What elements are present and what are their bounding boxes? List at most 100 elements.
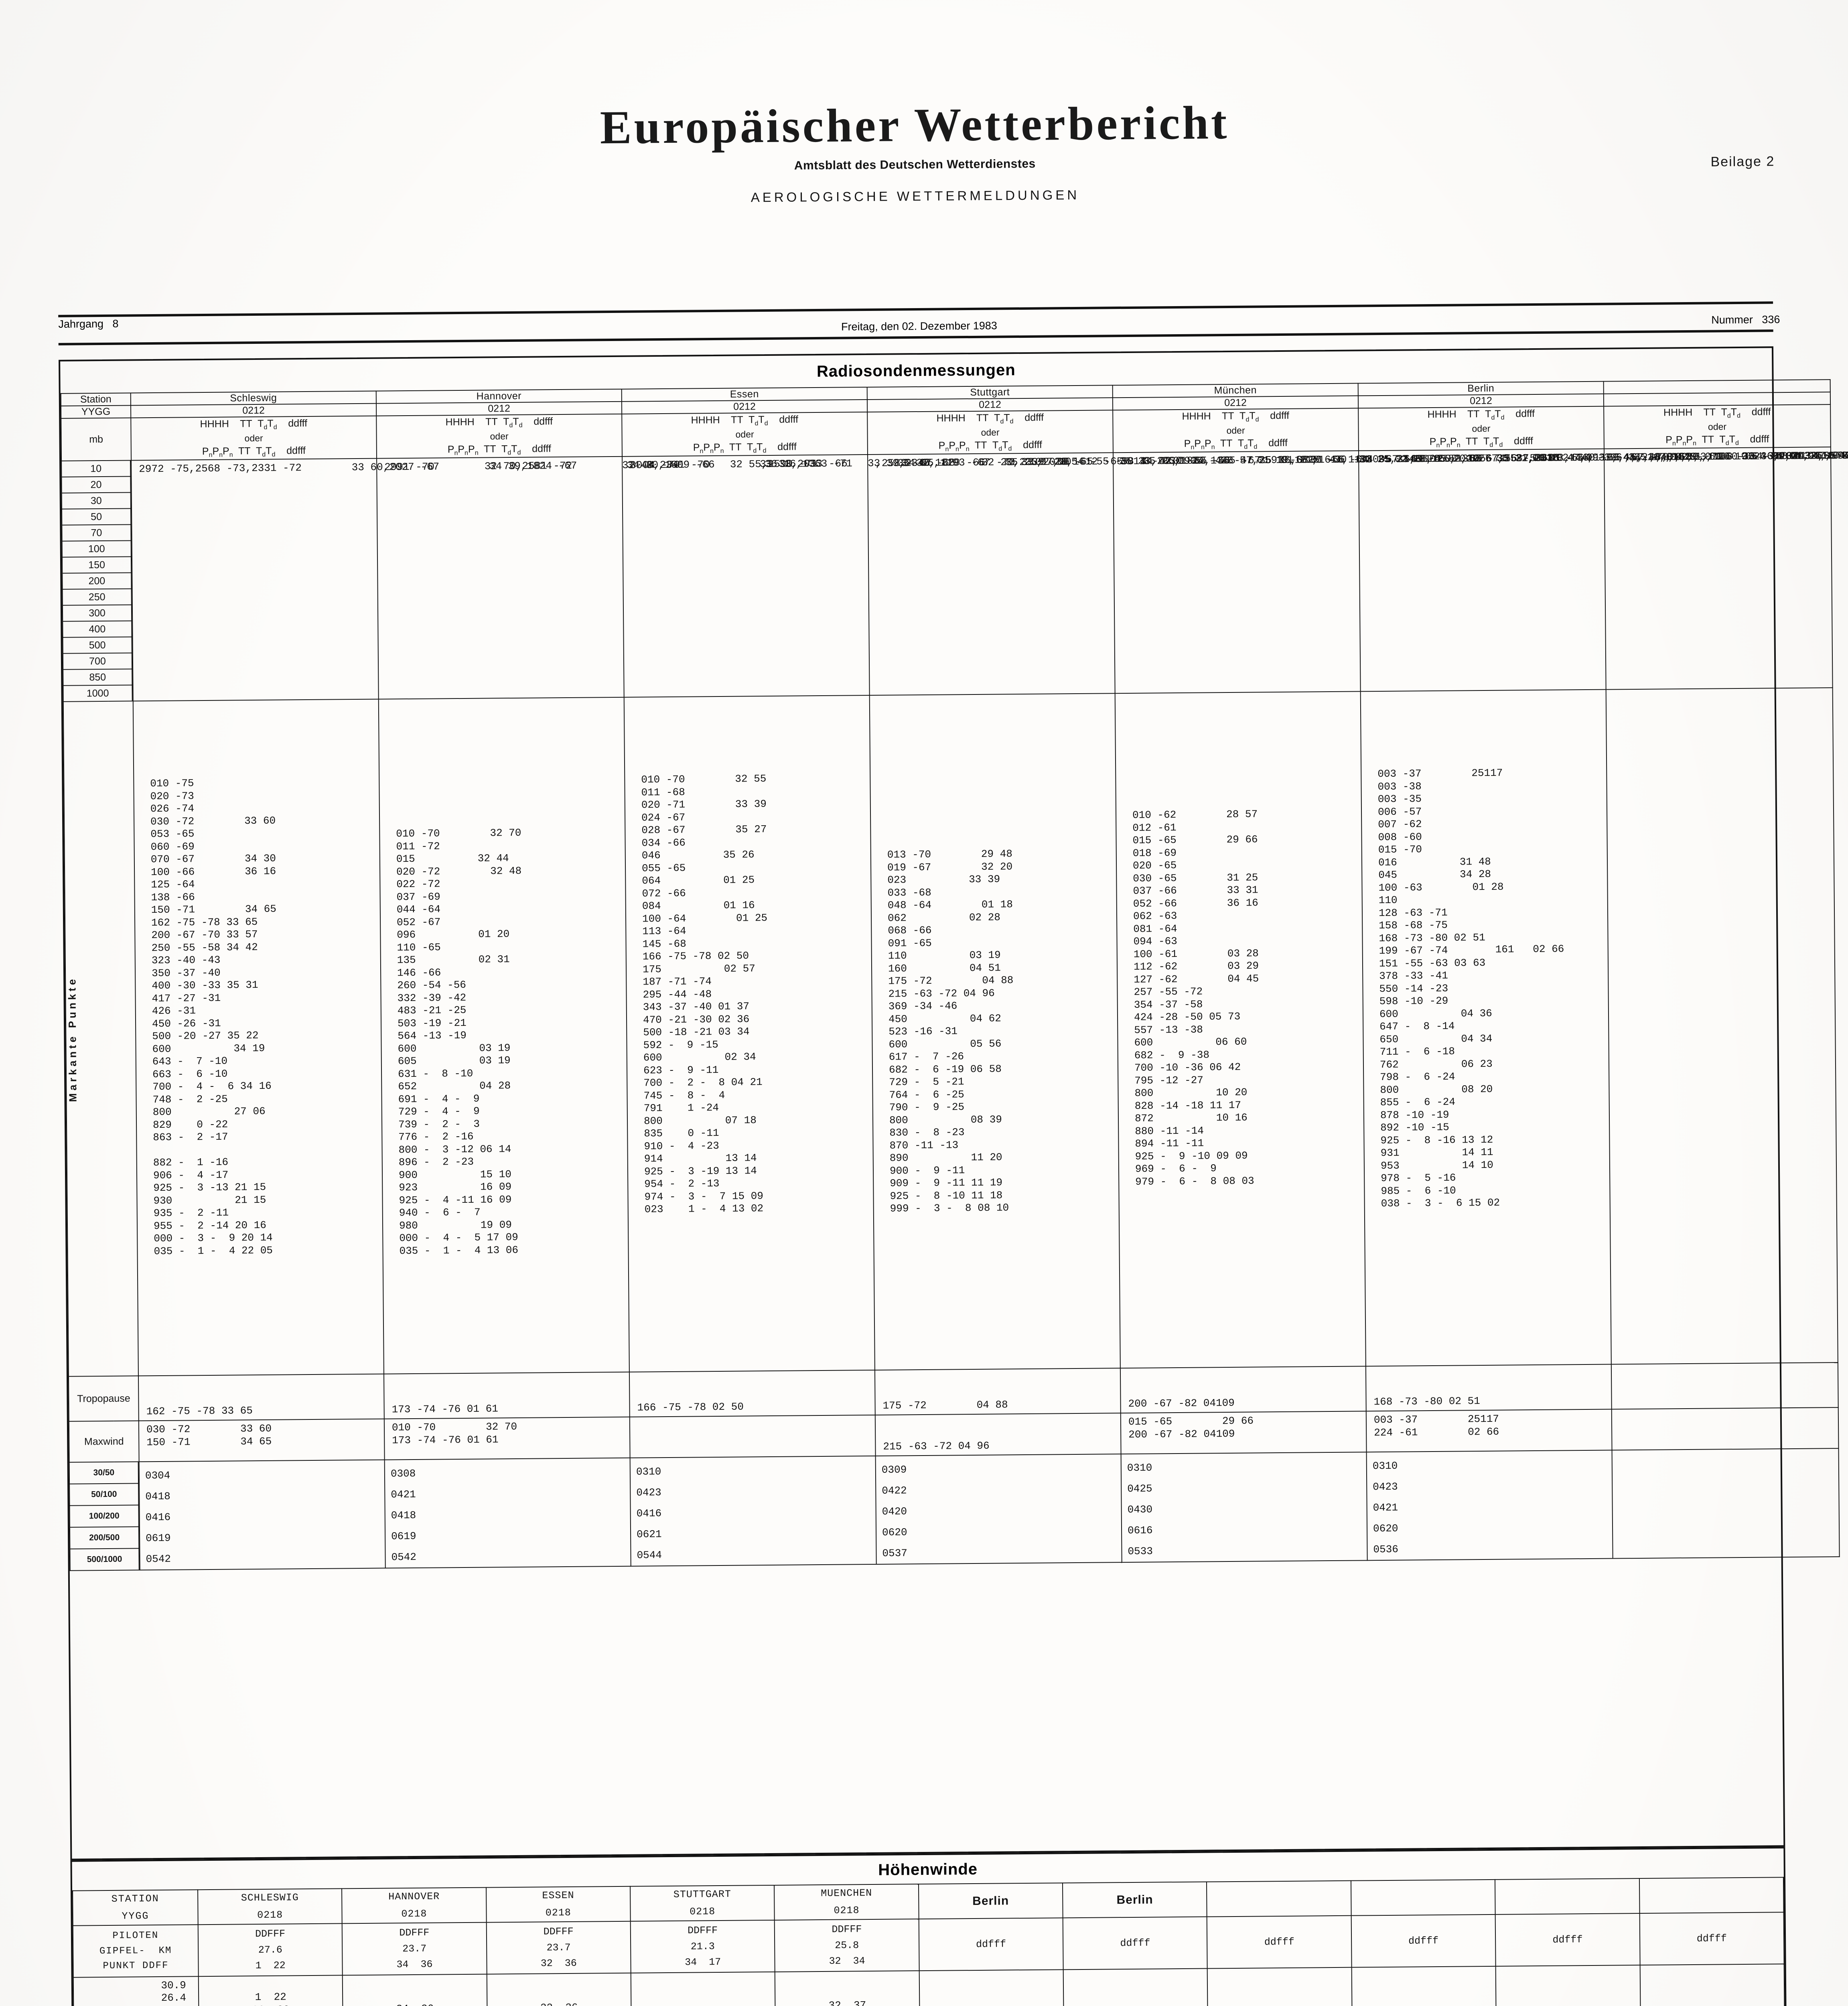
mb-level: 400 bbox=[63, 621, 132, 638]
hhhh-label: HHHH bbox=[691, 414, 720, 426]
ddfff-label-2: ddfff bbox=[1513, 435, 1533, 447]
layer-value: 0423 bbox=[636, 1486, 661, 1499]
hw-station-name: MUENCHEN bbox=[821, 1887, 872, 1900]
maxwind-muenchen: 015 -65 29 66 200 -67 -82 04109 bbox=[1128, 1415, 1254, 1441]
wind: 36 20 bbox=[252, 2004, 290, 2006]
ddfff-label-2: ddfff bbox=[286, 445, 306, 457]
mb-level: 1000 bbox=[63, 685, 132, 702]
station-header-essen: Essen bbox=[621, 387, 867, 402]
hw-gipfel-schleswig: DDFFF 27.6 1 22 bbox=[198, 1923, 343, 1976]
wind: 1 22 bbox=[255, 1991, 286, 2004]
station-header-stuttgart: Stuttgart bbox=[867, 385, 1113, 400]
hw-gipfel-blank-3: ddfff bbox=[1495, 1913, 1640, 1966]
layer-value: 0422 bbox=[882, 1484, 907, 1497]
station-row-label: Station bbox=[61, 393, 131, 406]
ddfff-label: ddfff bbox=[1515, 408, 1535, 420]
gipfel-ddff: 32 34 bbox=[829, 1955, 865, 1967]
layer-value: 0542 bbox=[146, 1553, 171, 1565]
tdtd-label: TdTd bbox=[994, 412, 1014, 425]
layer-value: 0536 bbox=[1373, 1543, 1399, 1556]
markante-berlin-extra: 161 02 66 bbox=[1495, 943, 1564, 956]
ddfff-label-2: ddfff bbox=[532, 443, 552, 455]
radiosonde-table: Station Schleswig Hannover Essen Stuttga… bbox=[61, 379, 1848, 1571]
table-row: 200 bbox=[63, 573, 132, 590]
hw-winds-blank-4 bbox=[1351, 1966, 1498, 2006]
pn-label: PnPnPn bbox=[1665, 434, 1697, 447]
gipfel-km: 23.7 bbox=[402, 1943, 427, 1955]
number-value: 336 bbox=[1762, 313, 1780, 326]
hw-station-time: 0218 bbox=[834, 1904, 860, 1917]
hw-station-berlin-2: Berlin bbox=[1063, 1882, 1207, 1918]
mb-level: 850 bbox=[63, 669, 132, 686]
oder-label: oder bbox=[1472, 423, 1491, 434]
layer-value: 0544 bbox=[637, 1549, 662, 1561]
ddfff-label: ddfff bbox=[1270, 410, 1290, 422]
station-header-berlin: Berlin bbox=[1358, 381, 1604, 396]
layer-value: 0421 bbox=[391, 1488, 416, 1501]
pn-label: PnPnPn bbox=[1429, 436, 1461, 449]
tt-label-2: TT bbox=[483, 443, 496, 455]
tt-label-2: TT bbox=[729, 441, 742, 453]
hw-station-schleswig: SCHLESWIG 0218 bbox=[197, 1888, 343, 1925]
table-row: 70 bbox=[62, 524, 131, 542]
colhdr-stuttgart: HHHH TT TdTd ddfff oder PnPnPn TT TdTd d… bbox=[867, 410, 1113, 455]
gipfel-km: 21.3 bbox=[690, 1940, 715, 1953]
hw-station-blank-2 bbox=[1351, 1879, 1495, 1916]
tdtd-label-2: TdTd bbox=[501, 443, 521, 456]
gipfel-line: GIPFEL- KM bbox=[73, 1943, 198, 1959]
hoehenwinde-table: STATION YYGG SCHLESWIG 0218 HANNOVER 0218 … bbox=[72, 1877, 1787, 2006]
page-title: Europäischer Wetterbericht bbox=[600, 96, 1229, 154]
altitude: 23.7 bbox=[161, 2004, 187, 2006]
tdtd-label-2: TdTd bbox=[992, 439, 1012, 453]
hw-station-name: STUTTGART bbox=[673, 1888, 731, 1900]
station-header-blank bbox=[1603, 380, 1830, 394]
mb-level: 100 bbox=[62, 540, 131, 558]
tdtd-label-2: TdTd bbox=[1237, 437, 1258, 451]
layer-value: 0430 bbox=[1127, 1503, 1153, 1516]
punkt-label: PUNKT bbox=[103, 1960, 136, 1971]
layers-muenchen: 0310 0425 0430 0616 0533 bbox=[1122, 1453, 1367, 1562]
markante-schleswig: 010 -75 020 -73 026 -74 030 -72 33 60 05… bbox=[150, 777, 277, 1257]
maxwind-stuttgart: 215 -63 -72 04 96 bbox=[883, 1440, 990, 1453]
layer-label: 200/500 bbox=[70, 1527, 139, 1549]
layer-labels: 30/50 50/100 100/200 200/500 500/1000 bbox=[69, 1462, 140, 1571]
hw-station-name bbox=[1207, 1898, 1351, 1899]
yygg-stuttgart: 0212 bbox=[867, 398, 1113, 412]
masthead: Europäischer Wetterbericht Amtsblatt des… bbox=[0, 93, 1839, 211]
unit-label: DDFFF bbox=[399, 1927, 430, 1939]
tropopause-stuttgart: 175 -72 04 88 bbox=[882, 1399, 1008, 1412]
hw-winds-essen: 32 3636 2036 231 2436 481 481 441 372 36… bbox=[487, 1973, 632, 2006]
layers-hannover: 0308 0421 0418 0619 0542 bbox=[385, 1458, 631, 1568]
issue-date: Freitag, den 02. Dezember 1983 bbox=[841, 319, 997, 333]
radiosonde-section: Radiosondenmessungen Station Schleswig H… bbox=[59, 346, 1848, 1860]
layer-value: 0621 bbox=[636, 1528, 662, 1541]
table-row: 1000 bbox=[63, 685, 132, 702]
unit-label: ddfff bbox=[1120, 1937, 1150, 1949]
level-data-muenchen: 3014 -62 28 57,2591 -68 31 25,2345 -65 3… bbox=[1121, 449, 1848, 468]
hw-station-name: SCHLESWIG bbox=[241, 1892, 299, 1904]
ddfff-label-2: ddfff bbox=[1750, 433, 1769, 445]
ddfff-label-2: ddfff bbox=[1023, 439, 1042, 451]
level-data-essen: 3004 -70 32 55,2590 -71 33 39,2348 -68 3… bbox=[630, 449, 1848, 471]
tdtd-label: TdTd bbox=[1721, 406, 1741, 420]
hw-gipfel-blank-2: ddfff bbox=[1351, 1914, 1496, 1967]
gipfel-ddff: 32 36 bbox=[540, 1957, 577, 1969]
gipfel-ddff: 34 17 bbox=[685, 1956, 721, 1968]
maxwind-label: Maxwind bbox=[69, 1421, 139, 1462]
number-label: Nummer bbox=[1711, 313, 1753, 326]
table-row: 30 bbox=[62, 492, 131, 510]
pn-label: PnPnPn bbox=[1184, 437, 1215, 451]
tt-label-2: TT bbox=[1465, 435, 1478, 447]
hw-gipfel-muenchen: DDFFF 25.8 32 34 bbox=[775, 1919, 919, 1972]
hw-gipfel-berlin-2: ddfff bbox=[1063, 1917, 1208, 1969]
tt-label: TT bbox=[1221, 410, 1234, 422]
hw-station-essen: ESSEN 0218 bbox=[486, 1886, 631, 1923]
tt-label: TT bbox=[1467, 408, 1480, 420]
layer-value: 0416 bbox=[145, 1511, 171, 1524]
mb-level: 50 bbox=[62, 508, 131, 526]
table-row: 20 bbox=[62, 476, 131, 493]
markante-muenchen: 010 -62 28 57 012 -61 015 -65 29 66 018 … bbox=[1132, 808, 1259, 1188]
